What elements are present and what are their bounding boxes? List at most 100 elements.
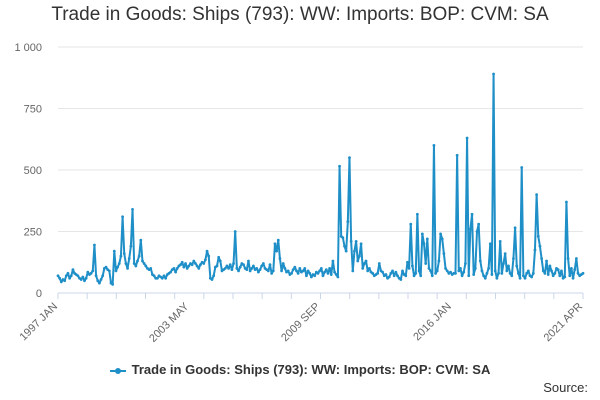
data-point <box>59 280 63 284</box>
data-point <box>392 274 396 278</box>
data-point <box>144 264 148 268</box>
data-point <box>223 267 227 270</box>
data-point <box>377 262 381 265</box>
data-point <box>376 271 380 275</box>
data-point <box>563 275 567 279</box>
data-point <box>290 271 293 275</box>
x-tick-label: 2021 APR <box>542 301 586 345</box>
data-point <box>225 264 229 268</box>
data-point <box>455 153 459 157</box>
data-point <box>101 274 105 278</box>
data-point <box>442 252 446 256</box>
data-point <box>576 271 580 275</box>
data-point <box>256 270 260 274</box>
data-point <box>346 220 350 224</box>
data-point <box>510 274 514 278</box>
data-point <box>553 271 557 275</box>
data-point <box>521 274 525 278</box>
data-point <box>164 276 168 280</box>
data-point <box>56 274 60 278</box>
legend[interactable]: Trade in Goods: Ships (793): WW: Imports… <box>0 362 600 377</box>
data-point <box>149 267 153 270</box>
data-point <box>184 262 187 265</box>
data-point <box>367 267 371 270</box>
data-point <box>507 264 510 268</box>
data-point <box>318 269 322 273</box>
data-point <box>84 276 88 280</box>
data-point <box>470 212 474 216</box>
data-point <box>278 257 282 260</box>
data-point <box>571 276 575 280</box>
data-point <box>482 274 486 278</box>
chart-title: Trade in Goods: Ships (793): WW: Imports… <box>51 4 549 25</box>
data-point <box>566 257 570 260</box>
data-point <box>142 262 146 265</box>
data-point <box>444 267 447 270</box>
data-point <box>536 235 540 238</box>
data-point <box>94 274 98 278</box>
data-point <box>430 274 434 278</box>
data-point <box>76 274 80 278</box>
data-point <box>535 193 539 197</box>
data-point <box>480 269 484 273</box>
data-point <box>233 230 237 233</box>
data-point <box>541 269 545 273</box>
data-point <box>305 274 308 278</box>
data-point <box>328 267 332 270</box>
data-point <box>237 269 240 273</box>
data-point <box>260 264 264 268</box>
data-point <box>361 267 365 270</box>
data-point <box>122 252 126 256</box>
data-point <box>445 269 449 273</box>
data-point <box>483 276 487 280</box>
data-point <box>96 279 100 283</box>
data-point <box>107 269 111 273</box>
data-point <box>399 278 403 281</box>
data-point <box>210 278 214 281</box>
y-tick-label: 250 <box>24 227 42 239</box>
data-point <box>121 215 124 219</box>
data-point <box>301 269 305 273</box>
data-point <box>487 267 490 270</box>
data-point <box>512 257 515 260</box>
data-point <box>427 267 431 270</box>
data-point <box>356 259 360 263</box>
x-axis: 1997 JAN 2003 MAY 2009 SEP 2016 JAN 2021 APR <box>17 292 586 345</box>
data-point <box>468 227 472 231</box>
data-point <box>185 267 189 270</box>
data-point <box>306 269 310 273</box>
legend-swatch <box>109 367 126 374</box>
data-point <box>194 262 197 265</box>
data-point <box>276 238 280 242</box>
data-point <box>560 269 563 273</box>
data-point <box>477 222 481 226</box>
data-point <box>473 267 477 270</box>
data-point <box>518 276 522 280</box>
data-point <box>242 263 245 267</box>
x-tick-label: 1997 JAN <box>17 301 60 344</box>
x-tick-label: 2003 MAY <box>147 300 192 345</box>
data-point <box>180 260 184 264</box>
data-point <box>227 267 230 270</box>
data-point <box>137 254 141 258</box>
data-point <box>69 274 73 278</box>
data-point <box>573 268 577 272</box>
data-point <box>449 270 452 274</box>
data-point <box>192 259 196 263</box>
data-point <box>98 281 101 285</box>
data-point <box>406 260 409 264</box>
data-point <box>454 271 457 275</box>
data-point <box>204 258 207 262</box>
data-point <box>353 249 356 253</box>
data-point <box>131 207 134 211</box>
data-point <box>326 271 330 275</box>
data-point <box>68 276 71 280</box>
data-point <box>83 279 86 283</box>
data-point <box>565 200 568 204</box>
data-point <box>493 269 497 273</box>
data-point <box>71 268 75 272</box>
data-point <box>232 262 235 265</box>
data-point <box>338 164 341 168</box>
data-point <box>407 267 411 270</box>
data-point <box>139 238 143 242</box>
